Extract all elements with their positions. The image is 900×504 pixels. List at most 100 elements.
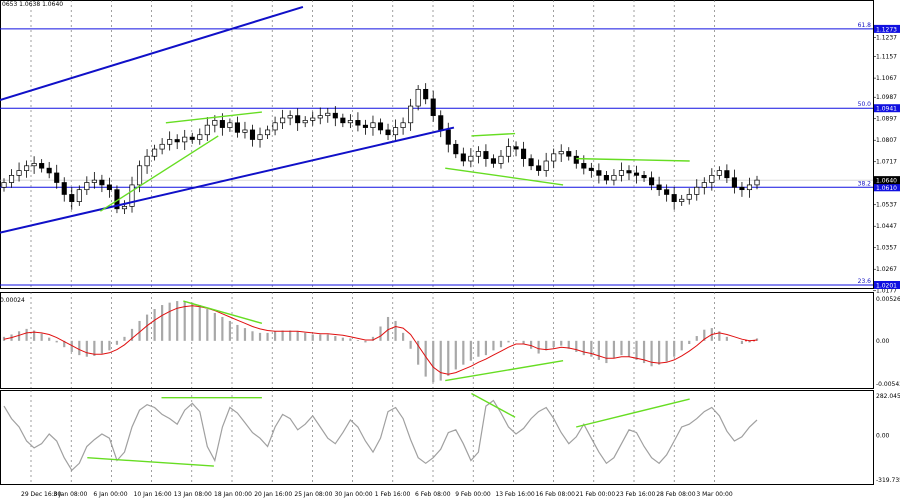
candle-body: [295, 115, 301, 124]
candle-body: [649, 177, 655, 186]
candle-body: [317, 115, 323, 119]
candle-body: [76, 189, 82, 202]
trend-channel-lower: [0, 126, 455, 234]
candle-body: [325, 112, 331, 116]
price-tick-label: 1.1067: [876, 75, 897, 82]
cci-divergence-line: [471, 392, 516, 418]
candle-body: [581, 163, 587, 169]
candle-body: [69, 194, 75, 202]
candle-body: [61, 182, 67, 195]
price-tick-label: 1.0807: [876, 137, 897, 144]
x-tick-label: 30 Jan 00:00: [335, 491, 373, 498]
candle-body: [197, 134, 203, 140]
candle-body: [671, 194, 677, 202]
panel-frame-1: [0, 292, 874, 389]
candle-body: [182, 136, 188, 143]
candle-body: [91, 179, 97, 183]
candle-body: [302, 120, 308, 124]
x-tick-label: 29 Dec 16:00: [21, 491, 62, 498]
divergence-line: [445, 167, 564, 186]
macd-tick-label: 0.00526: [876, 296, 900, 303]
x-tick-label: 21 Feb 00:00: [576, 491, 616, 498]
x-tick-label: 13 Jan 08:00: [174, 491, 212, 498]
price-tick-label: 1.0537: [876, 202, 897, 209]
candle-body: [543, 160, 549, 171]
candle-body: [498, 155, 504, 164]
fib-price-badge: [874, 281, 900, 289]
candle-body: [340, 117, 346, 124]
candle-body: [242, 129, 248, 133]
cci-divergence-line: [576, 398, 690, 428]
x-tick-label: 3 Mar 00:00: [696, 491, 732, 498]
candle-body: [716, 170, 722, 176]
fib-level-label: 23.6: [858, 278, 872, 285]
candle-body: [144, 155, 150, 167]
candle-body: [8, 174, 15, 183]
x-tick-label: 16 Feb 08:00: [536, 491, 576, 498]
candle-body: [709, 174, 715, 183]
x-tick-label: 13 Feb 16:00: [495, 491, 535, 498]
fib-level-label: 38.2: [858, 180, 872, 187]
candle-body: [656, 184, 662, 191]
candle-body: [528, 158, 534, 167]
candle-body: [370, 122, 376, 128]
candle-body: [39, 163, 45, 169]
divergence-line: [165, 111, 262, 124]
cci-tick-label: -319.735: [876, 477, 900, 484]
candle-body: [408, 105, 414, 124]
candle-body: [362, 124, 368, 128]
candle-body: [588, 167, 594, 171]
candle-body: [355, 120, 361, 126]
candle-body: [249, 129, 256, 140]
candle-body: [633, 172, 640, 176]
candle-body: [415, 88, 421, 107]
candle-body: [347, 120, 353, 124]
fib-price-label: 1.0201: [876, 283, 897, 290]
candle-body: [24, 165, 30, 171]
candle-body: [84, 182, 90, 191]
macd-tick-label: 0.00: [876, 338, 890, 345]
candle-body: [265, 129, 271, 136]
panel-frame-0: [0, 0, 874, 289]
price-tick-label: 1.0447: [876, 223, 897, 230]
price-tick-label: 1.0177: [876, 288, 897, 295]
candle-body: [189, 136, 195, 140]
candle-body: [310, 117, 316, 121]
candle-body: [551, 153, 557, 162]
macd-signal-line: [3, 305, 758, 375]
cci-line: [3, 399, 758, 472]
x-tick-label: 18 Jan 00:00: [214, 491, 252, 498]
cci-tick-label: 282.0457: [876, 393, 900, 400]
candle-body: [212, 120, 218, 126]
candle-body: [136, 165, 143, 186]
candle-body: [377, 122, 384, 131]
candle-body: [694, 186, 700, 195]
fib-price-badge: [874, 24, 900, 33]
candle-body: [332, 112, 338, 119]
x-tick-label: 23 Feb 16:00: [616, 491, 656, 498]
fib-price-label: 1.0610: [876, 185, 897, 192]
divergence-line: [100, 135, 219, 212]
candle-body: [679, 198, 685, 202]
price-tick-label: 1.1237: [876, 35, 897, 42]
candle-body: [505, 146, 512, 157]
candle-body: [204, 124, 210, 136]
fib-price-badge: [874, 183, 900, 192]
divergence-line: [471, 132, 516, 137]
fib-price-badge: [874, 104, 900, 113]
fib-level-label: 61.8: [858, 22, 872, 29]
candle-body: [152, 148, 158, 157]
candle-body: [596, 170, 602, 176]
candle-body: [611, 174, 617, 181]
current-price-badge: [874, 176, 900, 185]
x-tick-label: 1 Feb 16:00: [375, 491, 411, 498]
candle-body: [430, 98, 436, 116]
x-tick-label: 25 Jan 08:00: [294, 491, 332, 498]
candle-body: [1, 182, 7, 188]
candle-body: [686, 194, 692, 200]
candle-body: [129, 184, 135, 207]
candle-body: [490, 158, 497, 164]
candle-body: [701, 182, 707, 188]
candle-body: [46, 167, 52, 174]
macd-top-label: 0.00024: [0, 297, 25, 304]
